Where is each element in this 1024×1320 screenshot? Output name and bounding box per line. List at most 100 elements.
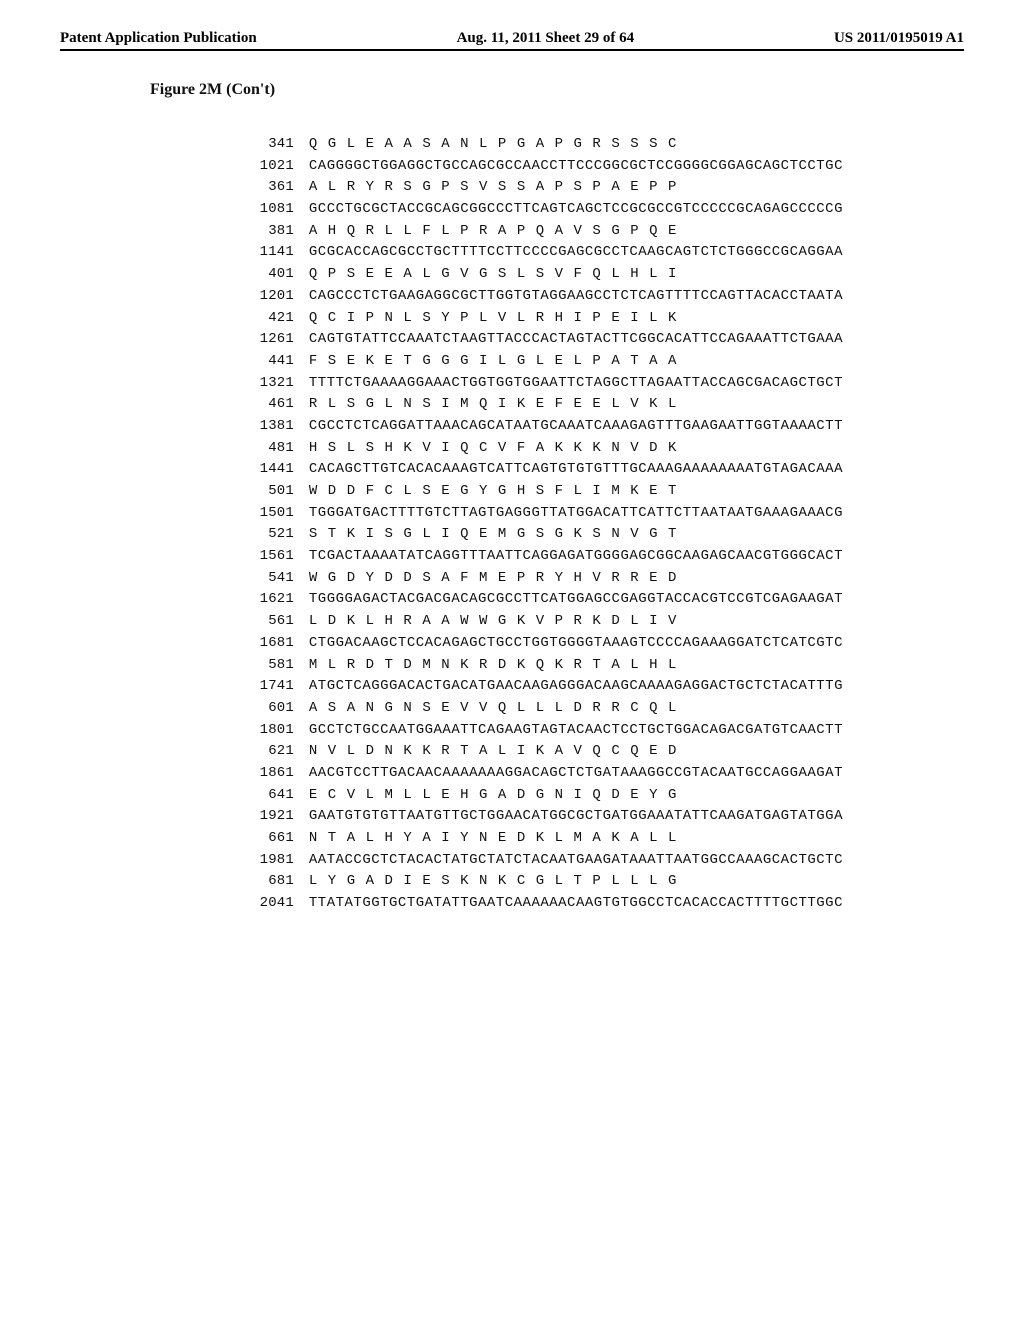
sequence-block: 341 QGLEAASANLPGAPGRSSSC1021 CAGGGGCTGGA… — [240, 134, 964, 915]
nt-row: 1021 CAGGGGCTGGAGGCTGCCAGCGCCAACCTTCCCGG… — [240, 156, 964, 178]
aa-sequence: WDDFCLSEGYGHSFLIMKET — [309, 483, 687, 499]
aa-row: 621 NVLDNKKRTALIKAVQCQED — [240, 741, 964, 763]
nt-row: 1201 CAGCCCTCTGAAGAGGCGCTTGGTGTAGGAAGCCT… — [240, 286, 964, 308]
nt-sequence: CAGGGGCTGGAGGCTGCCAGCGCCAACCTTCCCGGCGCTC… — [309, 158, 843, 174]
nt-sequence: TGGGATGACTTTTGTCTTAGTGAGGGTTATGGACATTCAT… — [309, 505, 843, 521]
aa-row: 341 QGLEAASANLPGAPGRSSSC — [240, 134, 964, 156]
nt-position: 1921 — [240, 806, 294, 828]
nt-sequence: ATGCTCAGGGACACTGACATGAACAAGAGGGACAAGCAAA… — [309, 678, 843, 694]
nt-row: 1501 TGGGATGACTTTTGTCTTAGTGAGGGTTATGGACA… — [240, 503, 964, 525]
aa-position: 341 — [240, 134, 294, 156]
aa-position: 381 — [240, 221, 294, 243]
aa-position: 661 — [240, 828, 294, 850]
aa-row: 641 ECVLMLLEHGADGNIQDEYG — [240, 785, 964, 807]
aa-row: 501 WDDFCLSEGYGHSFLIMKET — [240, 481, 964, 503]
header-center: Aug. 11, 2011 Sheet 29 of 64 — [457, 30, 635, 47]
aa-position: 521 — [240, 524, 294, 546]
aa-position: 561 — [240, 611, 294, 633]
aa-sequence: QPSEEALGVGSLSVFQLHLI — [309, 266, 687, 282]
nt-row: 1861 AACGTCCTTGACAACAAAAAAAGGACAGCTCTGAT… — [240, 763, 964, 785]
header-rule — [60, 49, 964, 51]
aa-row: 421 QCIPNLSYPLVLRHIPEILK — [240, 308, 964, 330]
aa-sequence: MLRDTDMNKRDKQKRTALHL — [309, 657, 687, 673]
nt-sequence: CAGCCCTCTGAAGAGGCGCTTGGTGTAGGAAGCCTCTCAG… — [309, 288, 843, 304]
nt-sequence: GCCCTGCGCTACCGCAGCGGCCCTTCAGTCAGCTCCGCGC… — [309, 201, 843, 217]
nt-position: 1381 — [240, 416, 294, 438]
nt-position: 1321 — [240, 373, 294, 395]
nt-sequence: TTATATGGTGCTGATATTGAATCAAAAAACAAGTGTGGCC… — [309, 895, 843, 911]
nt-position: 1801 — [240, 720, 294, 742]
aa-row: 521 STKISGLIQEMGSGKSNVGT — [240, 524, 964, 546]
aa-row: 381 AHQRLLFLPRAPQAVSGPQE — [240, 221, 964, 243]
nt-row: 1981 AATACCGCTCTACACTATGCTATCTACAATGAAGA… — [240, 850, 964, 872]
aa-row: 401 QPSEEALGVGSLSVFQLHLI — [240, 264, 964, 286]
aa-position: 501 — [240, 481, 294, 503]
aa-sequence: ASANGNSEVVQLLLDRRCQL — [309, 700, 687, 716]
aa-position: 601 — [240, 698, 294, 720]
aa-row: 601 ASANGNSEVVQLLLDRRCQL — [240, 698, 964, 720]
nt-position: 1081 — [240, 199, 294, 221]
aa-sequence: WGDYDDSAFMEPRYHVRRED — [309, 570, 687, 586]
nt-position: 1681 — [240, 633, 294, 655]
patent-page: Patent Application Publication Aug. 11, … — [0, 0, 1024, 1320]
nt-row: 1561 TCGACTAAAATATCAGGTTTAATTCAGGAGATGGG… — [240, 546, 964, 568]
nt-sequence: GAATGTGTGTTAATGTTGCTGGAACATGGCGCTGATGGAA… — [309, 808, 843, 824]
nt-row: 1681 CTGGACAAGCTCCACAGAGCTGCCTGGTGGGGTAA… — [240, 633, 964, 655]
aa-sequence: STKISGLIQEMGSGKSNVGT — [309, 526, 687, 542]
nt-sequence: GCGCACCAGCGCCTGCTTTTCCTTCCCCGAGCGCCTCAAG… — [309, 244, 843, 260]
aa-sequence: LDKLHRAAWWGKVPRKDLIV — [309, 613, 687, 629]
nt-sequence: CACAGCTTGTCACACAAAGTCATTCAGTGTGTGTTTGCAA… — [309, 461, 843, 477]
nt-sequence: AATACCGCTCTACACTATGCTATCTACAATGAAGATAAAT… — [309, 852, 843, 868]
header-right: US 2011/0195019 A1 — [834, 30, 964, 47]
nt-row: 1801 GCCTCTGCCAATGGAAATTCAGAAGTAGTACAACT… — [240, 720, 964, 742]
aa-row: 661 NTALHYAIYNEDKLMAKALL — [240, 828, 964, 850]
aa-position: 441 — [240, 351, 294, 373]
aa-position: 481 — [240, 438, 294, 460]
header-left: Patent Application Publication — [60, 30, 257, 47]
aa-sequence: HSLSHKVIQCVFAKKKNVDK — [309, 440, 687, 456]
aa-position: 401 — [240, 264, 294, 286]
nt-position: 1441 — [240, 459, 294, 481]
figure-title: Figure 2M (Con't) — [150, 81, 964, 99]
nt-position: 1561 — [240, 546, 294, 568]
nt-row: 1141 GCGCACCAGCGCCTGCTTTTCCTTCCCCGAGCGCC… — [240, 242, 964, 264]
aa-row: 361 ALRYRSGPSVSSAPSPAEPP — [240, 177, 964, 199]
aa-position: 581 — [240, 655, 294, 677]
aa-position: 641 — [240, 785, 294, 807]
aa-sequence: ALRYRSGPSVSSAPSPAEPP — [309, 179, 687, 195]
nt-position: 1201 — [240, 286, 294, 308]
nt-row: 1441 CACAGCTTGTCACACAAAGTCATTCAGTGTGTGTT… — [240, 459, 964, 481]
aa-sequence: ECVLMLLEHGADGNIQDEYG — [309, 787, 687, 803]
nt-position: 1021 — [240, 156, 294, 178]
nt-position: 1501 — [240, 503, 294, 525]
nt-position: 1261 — [240, 329, 294, 351]
aa-sequence: NVLDNKKRTALIKAVQCQED — [309, 743, 687, 759]
nt-row: 1321 TTTTCTGAAAAGGAAACTGGTGGTGGAATTCTAGG… — [240, 373, 964, 395]
nt-position: 1981 — [240, 850, 294, 872]
aa-position: 541 — [240, 568, 294, 590]
nt-position: 1741 — [240, 676, 294, 698]
nt-sequence: GCCTCTGCCAATGGAAATTCAGAAGTAGTACAACTCCTGC… — [309, 722, 843, 738]
nt-sequence: TGGGGAGACTACGACGACAGCGCCTTCATGGAGCCGAGGT… — [309, 591, 843, 607]
nt-row: 1921 GAATGTGTGTTAATGTTGCTGGAACATGGCGCTGA… — [240, 806, 964, 828]
nt-sequence: TTTTCTGAAAAGGAAACTGGTGGTGGAATTCTAGGCTTAG… — [309, 375, 843, 391]
nt-sequence: TCGACTAAAATATCAGGTTTAATTCAGGAGATGGGGAGCG… — [309, 548, 843, 564]
nt-row: 1741 ATGCTCAGGGACACTGACATGAACAAGAGGGACAA… — [240, 676, 964, 698]
aa-row: 481 HSLSHKVIQCVFAKKKNVDK — [240, 438, 964, 460]
aa-row: 681 LYGADIESKNKCGLTPLLLG — [240, 871, 964, 893]
nt-sequence: CTGGACAAGCTCCACAGAGCTGCCTGGTGGGGTAAAGTCC… — [309, 635, 843, 651]
nt-row: 1261 CAGTGTATTCCAAATCTAAGTTACCCACTAGTACT… — [240, 329, 964, 351]
aa-position: 361 — [240, 177, 294, 199]
aa-sequence: LYGADIESKNKCGLTPLLLG — [309, 873, 687, 889]
nt-position: 2041 — [240, 893, 294, 915]
aa-position: 681 — [240, 871, 294, 893]
nt-position: 1861 — [240, 763, 294, 785]
nt-position: 1621 — [240, 589, 294, 611]
nt-row: 2041 TTATATGGTGCTGATATTGAATCAAAAAACAAGTG… — [240, 893, 964, 915]
nt-row: 1081 GCCCTGCGCTACCGCAGCGGCCCTTCAGTCAGCTC… — [240, 199, 964, 221]
page-header: Patent Application Publication Aug. 11, … — [60, 30, 964, 47]
aa-sequence: FSEKETGGGILGLELPATAA — [309, 353, 687, 369]
aa-row: 461 RLSGLNSIMQIKEFEELVKL — [240, 394, 964, 416]
aa-sequence: QGLEAASANLPGAPGRSSSC — [309, 136, 687, 152]
nt-row: 1381 CGCCTCTCAGGATTAAACAGCATAATGCAAATCAA… — [240, 416, 964, 438]
